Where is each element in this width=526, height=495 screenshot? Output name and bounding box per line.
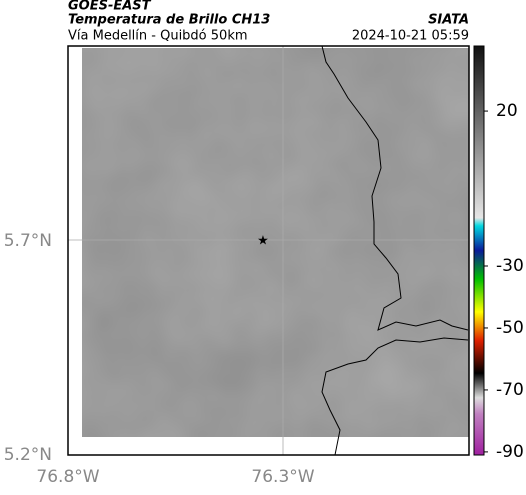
lat-label: 5.7°N (4, 231, 52, 251)
cloud-texture (82, 48, 469, 437)
colorbar-tick-label: -30 (496, 256, 524, 276)
timestamp: 2024-10-21 05:59 (352, 29, 469, 44)
lon-label: 76.8°W (36, 467, 99, 487)
colorbar-tick-label: -90 (496, 442, 524, 462)
satellite: GOES-EAST (68, 0, 152, 14)
region: Vía Medellín - Quibdó 50km (68, 29, 248, 44)
colorbar-tick-label: 20 (496, 101, 518, 121)
colorbar-ticks: 20 -30 -50 -70 -90 (484, 101, 524, 462)
product: Temperatura de Brillo CH13 (68, 13, 270, 28)
location-star: ★ (257, 234, 269, 249)
lat-label: 5.2°N (4, 445, 52, 465)
colorbar-tick-label: -70 (496, 380, 524, 400)
border (321, 45, 469, 331)
colorbar (473, 45, 485, 456)
map-frame (67, 45, 470, 456)
source: SIATA (428, 13, 469, 28)
lon-label: 76.3°W (251, 467, 314, 487)
border (321, 337, 469, 456)
colorbar-tick-label: -50 (496, 318, 524, 338)
